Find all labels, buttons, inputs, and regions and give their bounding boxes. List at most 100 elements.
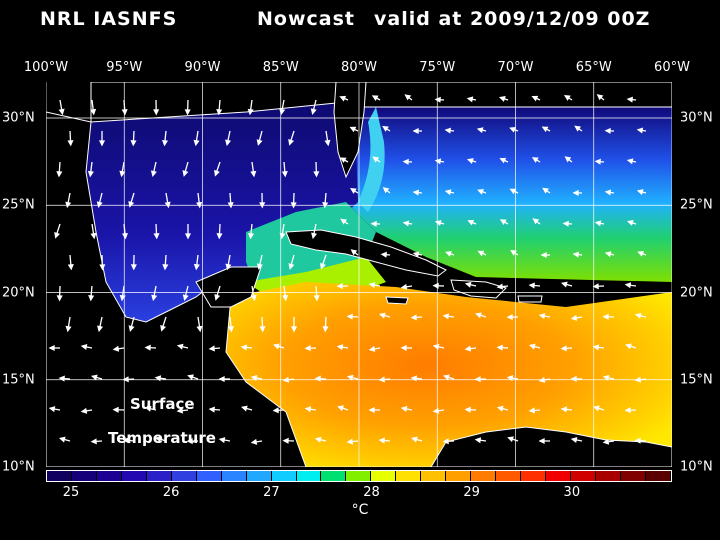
current-arrowhead — [225, 139, 232, 147]
current-arrowhead — [80, 407, 88, 414]
current-arrowhead — [346, 374, 354, 381]
current-arrowhead — [593, 405, 600, 412]
current-arrowhead — [349, 187, 357, 194]
current-arrowhead — [594, 220, 602, 227]
current-arrowhead — [499, 96, 506, 102]
current-arrowhead — [594, 158, 601, 165]
current-arrowhead — [540, 251, 547, 259]
current-arrowhead — [531, 157, 539, 163]
current-arrowhead — [636, 189, 644, 196]
lat-label-left: 25°N — [2, 197, 35, 213]
current-arrowhead — [324, 139, 331, 147]
lat-label-right: 15°N — [680, 372, 713, 388]
current-arrowhead — [65, 201, 72, 209]
current-arrowhead — [150, 170, 157, 178]
current-arrowhead — [434, 96, 441, 103]
current-arrowhead — [281, 171, 288, 178]
colorbar-swatch — [421, 471, 447, 481]
current-arrowhead — [119, 170, 126, 178]
lon-label: 90°W — [184, 60, 221, 75]
current-arrowhead — [314, 375, 321, 382]
current-arrowhead — [444, 127, 452, 134]
current-arrowhead — [602, 438, 610, 445]
current-arrowhead — [432, 343, 440, 350]
overlay-temperature: Temperature — [108, 429, 216, 447]
lat-lon-grid — [46, 82, 672, 467]
current-arrowhead — [339, 157, 347, 164]
current-arrowhead — [434, 220, 442, 227]
current-arrowhead — [602, 313, 609, 320]
current-arrowhead — [541, 126, 549, 133]
current-arrowhead — [627, 220, 634, 226]
lon-label: 75°W — [419, 60, 456, 75]
current-arrowhead — [378, 312, 386, 319]
current-arrowhead — [432, 282, 439, 289]
colorbar-swatch — [221, 471, 247, 481]
current-arrowhead — [313, 171, 320, 178]
current-arrowhead — [560, 345, 567, 352]
colorbar-swatch — [645, 471, 671, 481]
sst-map — [46, 82, 672, 467]
lat-label-left: 20°N — [2, 285, 35, 300]
current-arrowhead — [227, 325, 235, 333]
current-arrowhead — [54, 231, 61, 239]
colorbar-swatch — [595, 471, 621, 481]
current-arrowhead — [560, 281, 568, 288]
current-arrowhead — [402, 220, 410, 227]
current-arrowhead — [564, 156, 572, 163]
current-arrowhead — [176, 343, 184, 350]
current-arrowhead — [626, 96, 633, 103]
current-arrowhead — [560, 406, 567, 413]
current-arrowhead — [182, 294, 189, 301]
current-arrowhead — [506, 314, 513, 321]
current-arrowhead — [538, 376, 546, 383]
product-type: Nowcast — [257, 8, 355, 30]
colorbar-swatch — [620, 471, 646, 481]
current-arrowhead — [572, 251, 580, 258]
current-arrowhead — [256, 139, 263, 146]
current-arrowhead — [509, 188, 517, 195]
current-arrowhead — [432, 407, 440, 414]
current-arrowhead — [378, 376, 385, 383]
current-arrowhead — [528, 282, 535, 289]
current-arrowhead — [112, 406, 119, 413]
current-arrowhead — [214, 169, 220, 177]
temperature-colorbar — [46, 470, 672, 482]
current-arrowhead — [400, 405, 408, 412]
lon-label: 85°W — [262, 60, 299, 75]
lat-label-left: 10°N — [2, 459, 35, 475]
current-arrowhead — [412, 189, 419, 196]
current-arrowhead — [90, 108, 97, 116]
lat-label-right: 20°N — [680, 285, 713, 300]
atlantic-region — [346, 107, 672, 282]
lat-label-right: 10°N — [680, 459, 713, 475]
current-arrowhead — [196, 201, 203, 209]
current-arrowhead — [634, 437, 641, 444]
current-arrowhead — [496, 344, 503, 351]
current-arrowhead — [176, 407, 183, 414]
current-arrowhead — [90, 374, 98, 381]
current-arrowhead — [279, 108, 286, 116]
current-arrowhead — [350, 249, 358, 256]
current-vectors — [48, 94, 647, 445]
current-arrowhead — [624, 282, 632, 289]
current-arrowhead — [97, 325, 104, 333]
model-name: NRL IASNFS — [40, 8, 178, 30]
current-arrowhead — [187, 374, 194, 381]
current-arrowhead — [368, 345, 376, 352]
current-arrowhead — [322, 326, 329, 333]
current-arrowhead — [442, 313, 450, 320]
current-arrowhead — [434, 158, 442, 165]
current-arrowhead — [337, 405, 344, 412]
colorbar-swatch — [146, 471, 172, 481]
colorbar-swatch — [321, 471, 347, 481]
current-arrowhead — [216, 233, 223, 240]
current-arrowhead — [56, 295, 63, 302]
current-arrowhead — [247, 108, 254, 116]
current-arrowhead — [442, 438, 449, 445]
land-hispaniola — [450, 279, 507, 299]
current-arrowhead — [410, 375, 417, 382]
colorbar-tick-label: 30 — [563, 485, 581, 500]
current-arrowhead — [48, 344, 55, 352]
current-arrowhead — [346, 313, 353, 320]
